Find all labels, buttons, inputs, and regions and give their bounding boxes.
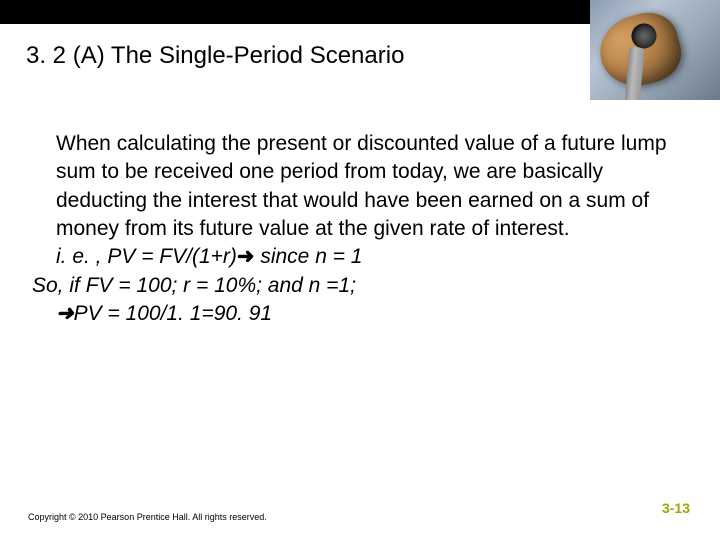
formula-1a: i. e. , PV = FV/(1+r) bbox=[56, 245, 237, 268]
arrow-icon: ➜ bbox=[237, 245, 255, 268]
line-3: ➜PV = 100/1. 1=90. 91 bbox=[56, 300, 682, 328]
slide-title: 3. 2 (A) The Single-Period Scenario bbox=[26, 42, 404, 70]
formula-line-1: i. e. , PV = FV/(1+r)➜ since n = 1 bbox=[56, 243, 682, 271]
corner-decorative-image bbox=[590, 0, 720, 100]
result-text: PV = 100/1. 1=90. 91 bbox=[74, 302, 273, 325]
paragraph-1: When calculating the present or discount… bbox=[56, 130, 682, 243]
page-number: 3-13 bbox=[662, 500, 690, 516]
arrow-icon: ➜ bbox=[56, 302, 74, 325]
copyright-text: Copyright © 2010 Pearson Prentice Hall. … bbox=[28, 512, 267, 522]
slide-body: When calculating the present or discount… bbox=[32, 130, 682, 328]
formula-1b: since n = 1 bbox=[255, 245, 363, 268]
wrench-graphic bbox=[592, 6, 687, 94]
line-2: So, if FV = 100; r = 10%; and n =1; bbox=[32, 272, 682, 300]
